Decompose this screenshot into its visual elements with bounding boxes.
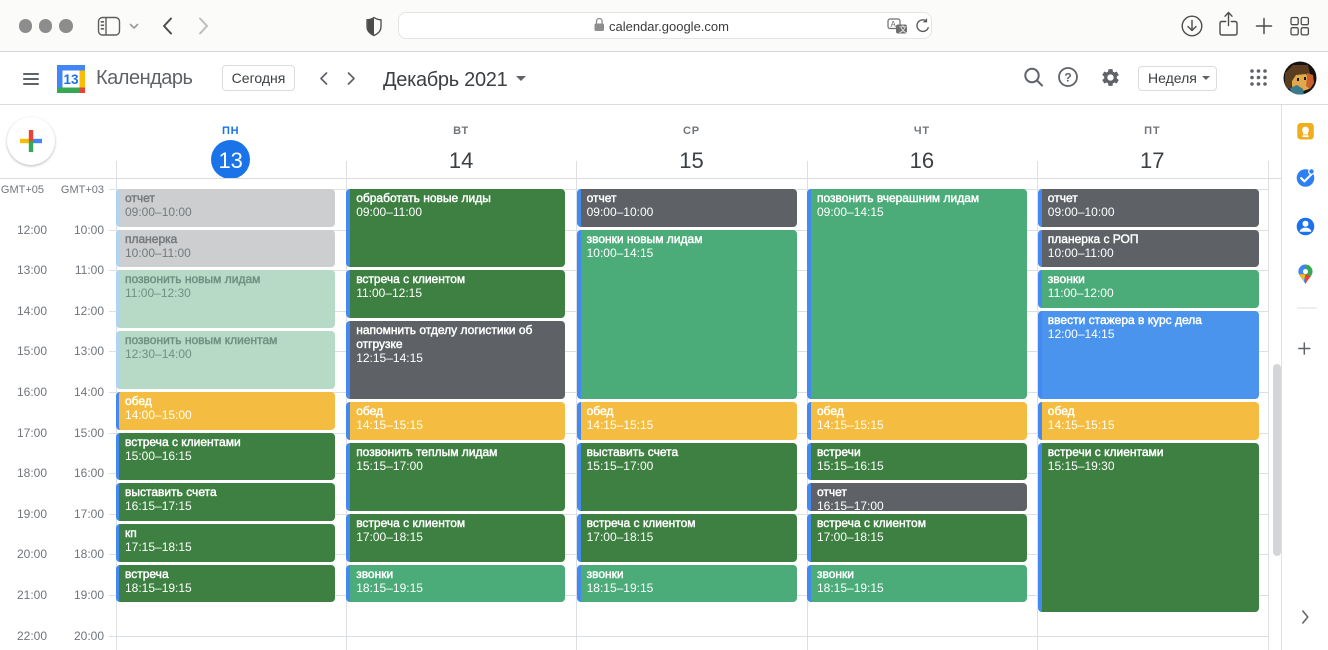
svg-text:13: 13 bbox=[63, 72, 79, 87]
svg-text:A: A bbox=[891, 20, 897, 29]
svg-text:?: ? bbox=[1064, 71, 1071, 85]
svg-text:文: 文 bbox=[899, 24, 907, 34]
